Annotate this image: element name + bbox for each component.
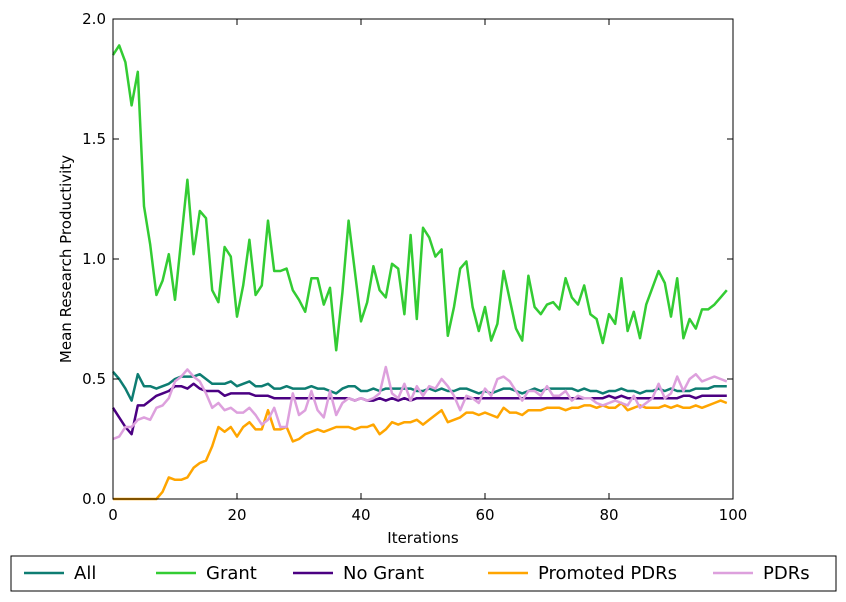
legend: All Grant No Grant Promoted PDRs PDRs (10, 555, 837, 592)
series-line-promoted-pdrs (113, 399, 728, 501)
series-line-pdrs (112, 365, 728, 441)
x-tick-label: 0 (108, 506, 118, 524)
x-tick-label: 80 (599, 506, 618, 524)
x-axis-label: Iterations (387, 529, 459, 547)
x-tick-label: 20 (227, 506, 246, 524)
series-line-grant (111, 44, 728, 352)
legend-box (10, 555, 837, 592)
series-line-no-grant (111, 382, 727, 436)
y-tick-label: 1.0 (82, 250, 106, 268)
tick-layer: 0 20 40 60 80 100 0.0 0.5 1.0 1.5 2.0 (82, 10, 747, 524)
x-tick-label: 40 (351, 506, 370, 524)
legend-label-pdrs: PDRs (763, 563, 810, 584)
legend-label-all: All (74, 563, 96, 584)
y-tick-label: 2.0 (82, 10, 106, 28)
legend-label-no-grant: No Grant (343, 563, 424, 584)
plot-frame (112, 18, 734, 500)
legend-label-promoted-pdrs: Promoted PDRs (538, 563, 677, 584)
x-tick-label: 60 (475, 506, 494, 524)
y-axis-label: Mean Research Productivity (57, 155, 75, 363)
y-tick-label: 0.0 (82, 490, 106, 508)
series-layer (111, 44, 728, 501)
y-tick-label: 1.5 (82, 130, 106, 148)
y-tick-label: 0.5 (82, 370, 106, 388)
x-tick-label: 100 (719, 506, 748, 524)
legend-label-grant: Grant (206, 563, 257, 584)
